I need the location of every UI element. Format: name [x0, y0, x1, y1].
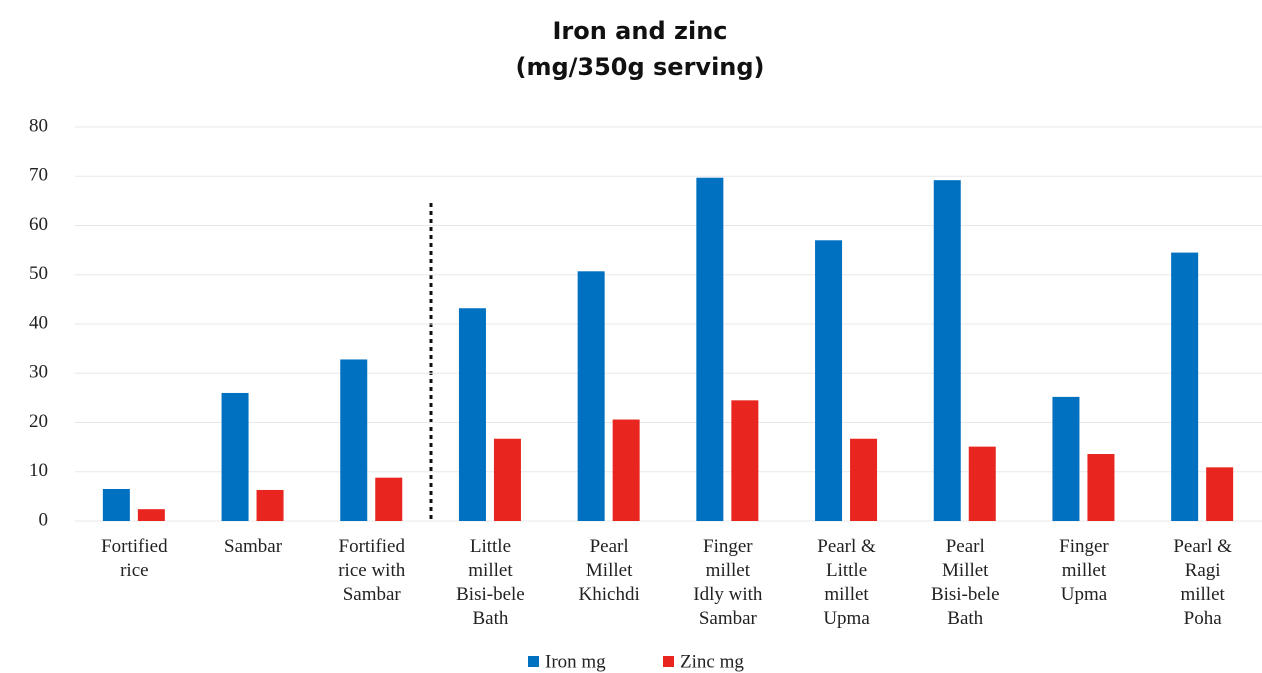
bar [612, 419, 640, 521]
x-tick-label: Finger millet Upma [1059, 536, 1109, 605]
x-tick-label: Pearl & Ragi millet Poha [1173, 536, 1232, 629]
bar [731, 400, 759, 521]
y-tick-label: 0 [39, 509, 49, 530]
x-tick-label: Pearl & Little millet Upma [817, 536, 876, 629]
bar [340, 359, 368, 521]
y-tick-label: 20 [29, 411, 48, 432]
y-tick-label: 60 [29, 214, 48, 235]
bar [1087, 454, 1115, 521]
bar [968, 446, 996, 521]
y-tick-label: 40 [29, 312, 48, 333]
bar [458, 308, 486, 521]
bar [256, 489, 284, 521]
x-tick-label: Finger millet Idly with Sambar [693, 536, 763, 629]
y-tick-label: 80 [29, 115, 48, 136]
legend-label: Zinc mg [680, 651, 744, 672]
y-tick-label: 30 [29, 362, 48, 383]
y-tick-label: 50 [29, 263, 48, 284]
legend-swatch [528, 656, 539, 667]
legend-swatch [663, 656, 674, 667]
bar [696, 177, 724, 522]
x-tick-label: Pearl Millet Bisi-bele Bath [930, 536, 1000, 629]
x-tick-label: Pearl Millet Khichdi [578, 536, 640, 605]
bar [1052, 396, 1080, 521]
bar [375, 477, 403, 521]
bar [137, 509, 165, 521]
y-tick-label: 10 [29, 460, 48, 481]
bar [815, 240, 843, 521]
bar [850, 438, 878, 521]
bar [102, 488, 130, 521]
chart-title: Iron and zinc [552, 17, 727, 45]
bar [1206, 467, 1234, 521]
x-tick-label: Fortified rice [101, 536, 168, 581]
bar [221, 392, 249, 521]
x-tick-label: Sambar [224, 536, 283, 557]
bar [1171, 252, 1199, 521]
bar [577, 271, 605, 521]
bar [933, 180, 961, 521]
chart-subtitle: (mg/350g serving) [515, 53, 764, 81]
y-tick-label: 70 [29, 165, 48, 186]
bar [493, 438, 521, 521]
x-tick-label: Little millet Bisi-bele Bath [456, 536, 525, 629]
legend-label: Iron mg [545, 651, 606, 672]
x-tick-label: Fortified rice with Sambar [338, 536, 406, 605]
